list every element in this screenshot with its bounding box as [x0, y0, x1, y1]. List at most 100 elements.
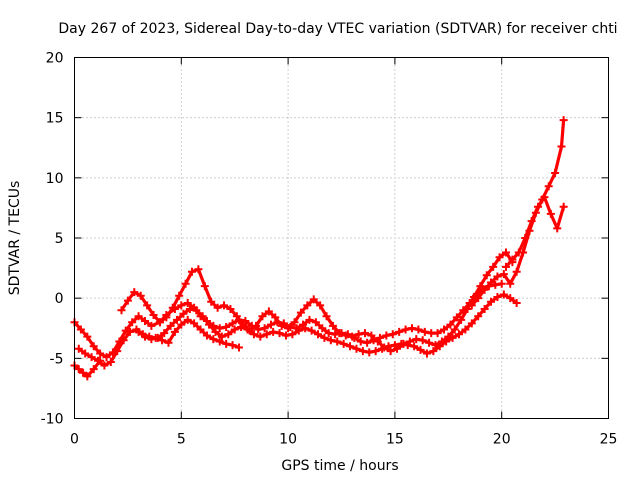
data-point — [217, 332, 226, 341]
data-point — [318, 324, 327, 333]
chart-title: Day 267 of 2023, Sidereal Day-to-day VTE… — [58, 21, 617, 37]
data-point — [209, 335, 218, 344]
data-point — [228, 341, 237, 350]
data-point — [420, 327, 429, 336]
data-point — [497, 279, 506, 288]
data-point — [418, 336, 427, 345]
data-point — [96, 349, 105, 358]
series-track-7 — [501, 193, 568, 271]
data-point — [162, 313, 171, 322]
data-point — [177, 301, 186, 310]
data-point — [181, 279, 190, 288]
data-point — [303, 301, 312, 310]
data-point — [260, 324, 269, 333]
data-point — [457, 315, 466, 324]
data-point — [435, 342, 444, 351]
data-point — [185, 304, 194, 313]
data-point — [275, 329, 284, 338]
data-point — [205, 320, 214, 329]
data-point — [546, 209, 555, 218]
data-point — [143, 301, 152, 310]
data-point — [175, 291, 184, 300]
data-point — [480, 304, 489, 313]
data-point — [341, 331, 350, 340]
data-point — [410, 342, 419, 351]
data-point — [442, 337, 451, 346]
data-point — [230, 325, 239, 334]
data-point — [128, 318, 137, 327]
data-point — [220, 301, 229, 310]
data-point — [326, 336, 335, 345]
data-point — [322, 312, 331, 321]
data-point — [512, 267, 521, 276]
data-point — [433, 329, 442, 338]
data-point — [256, 332, 265, 341]
data-point — [363, 338, 372, 347]
data-point — [89, 342, 98, 351]
data-point — [512, 298, 521, 307]
data-point — [551, 169, 560, 178]
data-point — [228, 319, 237, 328]
x-tick-label: 0 — [70, 432, 79, 448]
data-point — [147, 321, 156, 330]
data-point — [301, 324, 310, 333]
data-point — [544, 182, 553, 191]
data-point — [166, 321, 175, 330]
x-tick-label: 15 — [386, 432, 404, 448]
data-point — [388, 330, 397, 339]
data-point — [262, 330, 271, 339]
y-tick-label: 20 — [46, 51, 64, 67]
data-point — [74, 365, 83, 374]
data-point — [469, 292, 478, 301]
data-point — [281, 331, 290, 340]
data-point — [463, 304, 472, 313]
data-point — [454, 330, 463, 339]
data-point — [514, 248, 523, 257]
data-point — [397, 339, 406, 348]
data-point — [403, 341, 412, 350]
data-point — [211, 327, 220, 336]
data-point — [314, 330, 323, 339]
data-point — [499, 270, 508, 279]
grid — [74, 57, 609, 419]
data-point — [390, 341, 399, 350]
data-point — [106, 357, 115, 366]
data-point — [164, 338, 173, 347]
data-point — [487, 297, 496, 306]
plot-frame — [74, 57, 609, 419]
data-point — [215, 337, 224, 346]
data-point — [331, 330, 340, 339]
data-point — [89, 365, 98, 374]
x-axis-label: GPS time / hours — [281, 458, 398, 474]
data-point — [117, 306, 126, 315]
data-point — [113, 347, 122, 356]
data-point — [202, 331, 211, 340]
series-line — [470, 118, 566, 307]
data-point — [386, 347, 395, 356]
data-point — [467, 301, 476, 310]
data-point — [294, 326, 303, 335]
data-point — [187, 267, 196, 276]
data-point — [324, 329, 333, 338]
data-point — [348, 332, 357, 341]
data-point — [290, 318, 299, 327]
data-point — [190, 319, 199, 328]
data-point — [307, 326, 316, 335]
data-point — [422, 349, 431, 358]
data-point — [461, 325, 470, 334]
data-point — [288, 330, 297, 339]
data-point — [440, 325, 449, 334]
data-point — [489, 262, 498, 271]
data-point — [382, 331, 391, 340]
data-point — [476, 282, 485, 291]
data-point — [316, 301, 325, 310]
data-point — [508, 255, 517, 264]
data-point — [482, 271, 491, 280]
data-point — [499, 290, 508, 299]
data-point — [356, 337, 365, 346]
data-point — [414, 325, 423, 334]
y-tick-label: 15 — [46, 111, 64, 127]
data-point — [412, 335, 421, 344]
data-point — [222, 323, 231, 332]
data-point — [284, 324, 293, 333]
